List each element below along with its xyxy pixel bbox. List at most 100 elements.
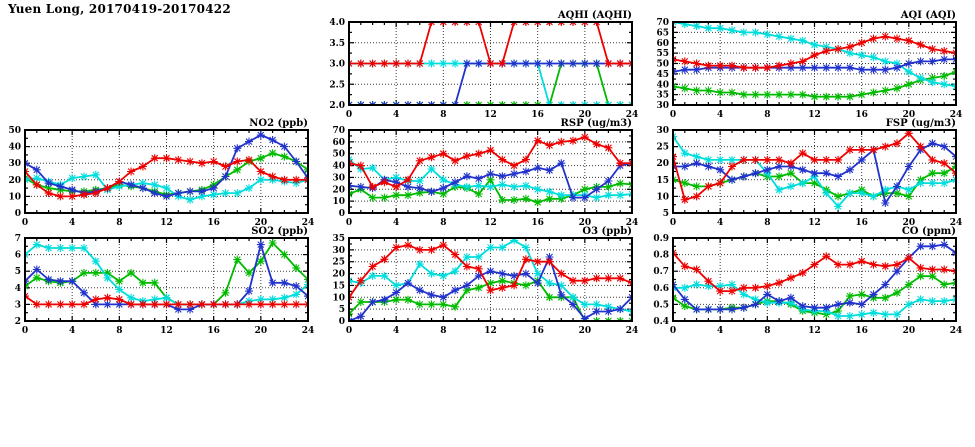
y-tick-label: 5 xyxy=(663,209,669,219)
x-tick-label: 20 xyxy=(255,326,268,336)
y-tick-label: 0.8 xyxy=(653,251,669,261)
y-tick-label: 45 xyxy=(656,70,669,80)
chart-o3: 0 5 10 15 20 25 30 35 0 4 8 12 16 20 24 O3 (ppb) xyxy=(324,224,644,337)
x-tick-label: 4 xyxy=(69,326,75,336)
x-tick-label: 4 xyxy=(717,218,723,228)
x-tick-label: 16 xyxy=(855,218,868,228)
y-tick-label: 2.0 xyxy=(329,101,345,111)
x-tick-label: 20 xyxy=(579,218,592,228)
x-tick-label: 16 xyxy=(855,326,868,336)
x-tick-label: 24 xyxy=(302,326,315,336)
y-tick-label: 40 xyxy=(656,80,669,90)
y-tick-label: 10 xyxy=(656,192,669,202)
x-tick-label: 12 xyxy=(808,110,821,120)
series-red xyxy=(25,154,308,201)
y-tick-label: 35 xyxy=(656,91,669,101)
x-tick-label: 0 xyxy=(670,110,676,120)
x-tick-label: 20 xyxy=(579,326,592,336)
y-tick-label: 10 xyxy=(332,293,345,303)
series-blue-markers xyxy=(673,139,956,207)
x-tick-label: 16 xyxy=(531,110,544,120)
y-tick-label: 25 xyxy=(656,143,669,153)
y-tick-label: 6 xyxy=(15,251,21,261)
y-tick-label: 50 xyxy=(656,60,669,70)
x-tick-label: 24 xyxy=(302,218,315,228)
chart-aqi: 30 35 40 45 50 55 60 65 70 0 4 8 12 16 20 24 AQI (AQI) xyxy=(648,8,968,121)
chart-title: NO2 (ppb) xyxy=(249,118,308,129)
axis-frame xyxy=(24,237,309,322)
x-tick-label: 4 xyxy=(717,110,723,120)
y-tick-label: 25 xyxy=(332,258,345,268)
x-tick-label: 16 xyxy=(855,110,868,120)
y-tick-label: 3 xyxy=(15,300,21,310)
y-tick-label: 3.0 xyxy=(329,60,345,70)
series-blue-markers xyxy=(349,253,632,321)
x-tick-label: 24 xyxy=(950,218,963,228)
x-tick-label: 24 xyxy=(950,110,963,120)
series-red-markers xyxy=(673,248,956,296)
series-red xyxy=(673,130,956,204)
x-tick-label: 16 xyxy=(207,218,220,228)
series-blue xyxy=(349,253,632,321)
series-blue xyxy=(673,139,956,207)
chart-title: O3 (ppb) xyxy=(582,226,632,237)
x-tick-label: 0 xyxy=(346,326,352,336)
y-tick-label: 0.7 xyxy=(653,267,669,277)
axis-frame xyxy=(348,21,633,106)
x-tick-label: 20 xyxy=(903,218,916,228)
x-tick-label: 12 xyxy=(808,218,821,228)
x-tick-label: 16 xyxy=(531,326,544,336)
y-tick-label: 0.9 xyxy=(653,234,669,244)
y-tick-label: 7 xyxy=(15,234,21,244)
chart-title: SO2 (ppb) xyxy=(251,226,308,237)
y-tick-label: 70 xyxy=(656,18,669,28)
y-tick-label: 30 xyxy=(656,126,669,136)
y-tick-label: 5 xyxy=(15,267,21,277)
y-tick-label: 0 xyxy=(339,317,345,327)
x-tick-label: 8 xyxy=(764,326,770,336)
x-tick-label: 4 xyxy=(393,218,399,228)
x-tick-label: 16 xyxy=(531,218,544,228)
y-tick-label: 40 xyxy=(332,162,345,172)
chart-title: FSP (ug/m3) xyxy=(886,118,956,129)
x-tick-label: 8 xyxy=(116,218,122,228)
y-tick-label: 50 xyxy=(8,126,21,136)
chart-title: AQI (AQI) xyxy=(900,10,956,21)
y-tick-label: 65 xyxy=(656,28,669,38)
chart-svg-aqhi: 2.0 2.5 3.0 3.5 4.0 0 4 8 12 16 20 24 AQHI (AQHI) xyxy=(329,10,639,120)
x-tick-label: 12 xyxy=(808,326,821,336)
y-tick-label: 10 xyxy=(332,197,345,207)
chart-title: AQHI (AQHI) xyxy=(557,10,632,21)
series-cyan xyxy=(349,238,632,316)
x-tick-label: 8 xyxy=(440,110,446,120)
series-red-markers xyxy=(25,154,308,201)
x-tick-label: 8 xyxy=(116,326,122,336)
y-tick-label: 35 xyxy=(332,234,345,244)
x-tick-label: 8 xyxy=(764,110,770,120)
series-green xyxy=(673,67,956,101)
series-red-markers xyxy=(673,130,956,204)
chart-svg-co: 0.4 0.5 0.6 0.7 0.8 0.9 0 4 8 12 16 20 24 CO (ppm) xyxy=(653,226,962,336)
y-tick-label: 3.5 xyxy=(329,39,345,49)
chart-rsp: 0 10 20 30 40 50 60 70 0 4 8 12 16 20 24 RSP (ug/m3) xyxy=(324,116,644,229)
x-tick-label: 8 xyxy=(440,326,446,336)
y-tick-label: 2 xyxy=(15,317,21,327)
y-tick-label: 60 xyxy=(332,138,345,148)
chart-so2: 2 3 4 5 6 7 0 4 8 12 16 20 24 SO2 (ppb) xyxy=(0,224,320,337)
x-tick-label: 0 xyxy=(22,218,28,228)
y-tick-label: 10 xyxy=(8,192,21,202)
series-red xyxy=(673,32,956,72)
x-tick-label: 20 xyxy=(579,110,592,120)
x-tick-label: 24 xyxy=(626,110,639,120)
x-tick-label: 4 xyxy=(69,218,75,228)
chart-aqhi: 2.0 2.5 3.0 3.5 4.0 0 4 8 12 16 20 24 AQHI (AQHI) xyxy=(324,8,644,121)
y-tick-label: 30 xyxy=(656,101,669,111)
x-tick-label: 24 xyxy=(626,326,639,336)
y-tick-label: 0.5 xyxy=(653,300,669,310)
x-tick-label: 12 xyxy=(160,218,173,228)
x-tick-label: 24 xyxy=(626,218,639,228)
y-tick-label: 0.4 xyxy=(653,317,669,327)
chart-co: 0.4 0.5 0.6 0.7 0.8 0.9 0 4 8 12 16 20 24 CO (ppm) xyxy=(648,224,968,337)
